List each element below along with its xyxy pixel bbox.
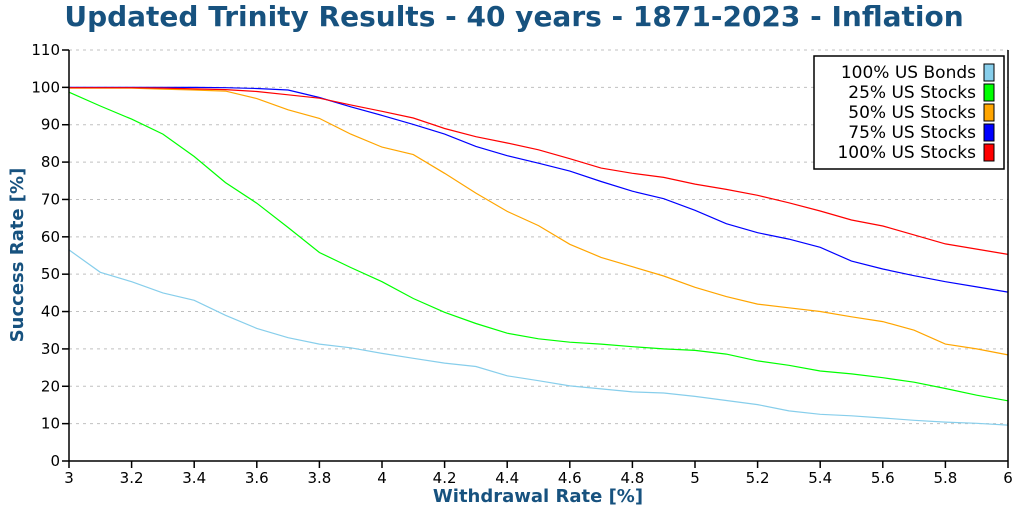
x-tick-label: 4.8 <box>620 469 644 487</box>
x-tick-label: 4.2 <box>433 469 457 487</box>
x-tick-label: 3 <box>64 469 74 487</box>
legend-swatch <box>983 103 995 122</box>
y-tick-label: 100 <box>31 78 60 96</box>
series-line-25-us-stocks <box>68 91 1009 402</box>
x-tick-label: 5 <box>690 469 700 487</box>
series-lines <box>68 86 1009 426</box>
axes <box>62 49 1009 468</box>
x-tick-label: 3.4 <box>182 469 206 487</box>
x-tick-label: 5.4 <box>808 469 832 487</box>
x-tick-label: 5.8 <box>933 469 957 487</box>
y-tick-label: 60 <box>41 228 60 246</box>
x-tick-label: 3.2 <box>120 469 144 487</box>
y-tick-label: 20 <box>41 377 60 395</box>
y-axis-label: Success Rate [%] <box>7 168 28 343</box>
x-tick-label: 5.6 <box>871 469 895 487</box>
legend-label: 100% US Stocks <box>837 143 976 163</box>
y-tick-label: 90 <box>41 116 60 134</box>
series-line-50-us-stocks <box>69 87 1009 356</box>
x-tick-label: 3.8 <box>307 469 331 487</box>
x-tick-label: 3.6 <box>245 469 269 487</box>
legend-swatch <box>983 63 995 82</box>
y-tick-label: 70 <box>41 190 60 208</box>
y-tick-label: 10 <box>41 415 60 433</box>
y-tick-label: 0 <box>50 452 60 470</box>
chart-title: Updated Trinity Results - 40 years - 187… <box>64 0 963 33</box>
series-line-75-us-stocks <box>69 86 1009 293</box>
x-tick-label: 4.4 <box>495 469 519 487</box>
legend-label: 75% US Stocks <box>848 123 976 143</box>
legend-label: 25% US Stocks <box>848 83 976 103</box>
legend-swatch <box>983 143 995 162</box>
x-axis-label: Withdrawal Rate [%] <box>433 486 643 507</box>
x-tick-label: 5.2 <box>746 469 770 487</box>
series-line-100-us-stocks <box>69 87 1009 255</box>
series-line-100-us-bonds <box>68 249 1009 426</box>
x-tick-label: 4.6 <box>558 469 582 487</box>
y-tick-label: 30 <box>41 340 60 358</box>
tick-labels: 0 10 20 30 40 50 60 70 80 90 100 110 3 3.2 3.4 3.6 3.8 4 4… <box>31 41 1012 487</box>
x-tick-label: 4 <box>377 469 387 487</box>
y-tick-label: 50 <box>41 265 60 283</box>
legend-label: 100% US Bonds <box>841 63 976 83</box>
x-tick-label: 6 <box>1003 469 1013 487</box>
y-tick-label: 40 <box>41 303 60 321</box>
legend-swatch <box>983 123 995 142</box>
legend-box <box>813 55 1005 170</box>
y-tick-label: 110 <box>31 41 60 59</box>
legend-label: 50% US Stocks <box>848 103 976 123</box>
y-tick-label: 80 <box>41 153 60 171</box>
legend-swatch <box>983 83 995 102</box>
